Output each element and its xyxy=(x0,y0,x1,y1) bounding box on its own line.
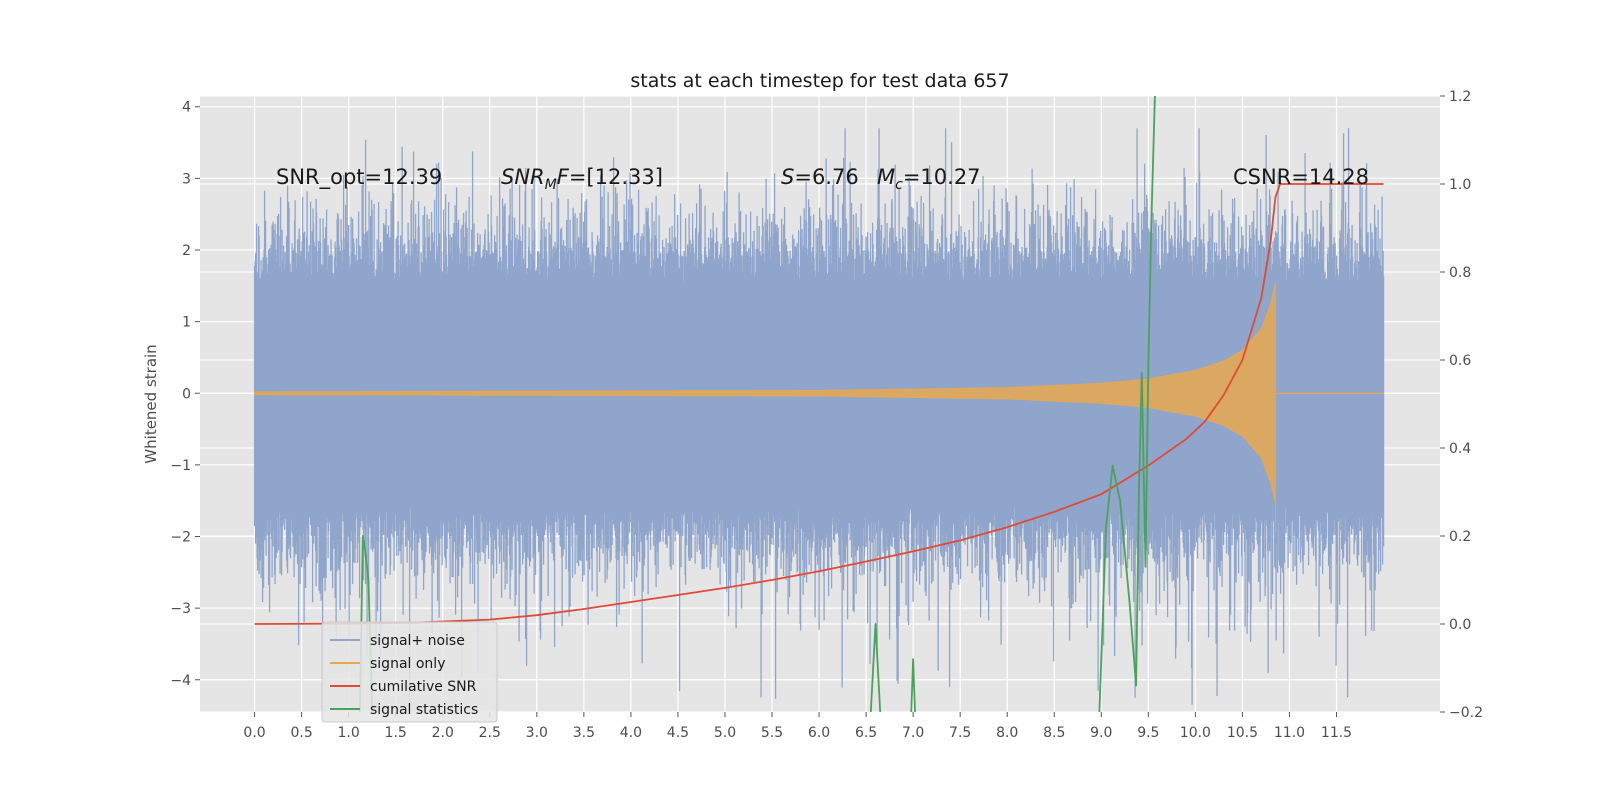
legend-box xyxy=(321,621,498,723)
y2-tick-label: 1.2 xyxy=(1449,89,1471,105)
axes: 0.0 0.5 1.0 1.5 2.0 2.5 3.0 3.5 4.0 4.5 5.0 5.5 6.0 6… xyxy=(170,89,1483,741)
annotation-snr-mf-main: SNR xyxy=(501,165,545,189)
y2-tick-label: −0.2 xyxy=(1449,705,1483,721)
annotation-snr-opt: SNR_opt=12.39 xyxy=(276,165,442,190)
x-tick-label: 11.5 xyxy=(1321,725,1352,741)
annotations: SNR_opt=12.39 SNRMF=[12.33] S=6.76 Mc=10… xyxy=(276,165,1369,193)
annotation-s-symbol: S xyxy=(781,165,794,189)
y-tick-label: 3 xyxy=(182,171,191,187)
annotation-s-value: =6.76 xyxy=(794,165,858,189)
legend-entry-label: signal only xyxy=(370,656,445,672)
annotation-snr-mf-sub: M xyxy=(545,177,557,193)
x-tick-label: 4.5 xyxy=(667,725,689,741)
series-signal-statistics xyxy=(359,96,1156,712)
annotation-snr-mf-f: F xyxy=(557,165,570,189)
annotation-mc-sub: c xyxy=(895,177,903,193)
y2-tick-label: 0.0 xyxy=(1449,617,1471,633)
legend-entry-label: cumilative SNR xyxy=(370,679,477,695)
plot-content xyxy=(253,96,1385,712)
series-signal-only xyxy=(254,282,1276,533)
legend-entry-label: signal+ noise xyxy=(370,633,465,649)
y2-tick-label: 0.6 xyxy=(1449,353,1471,369)
x-tick-label: 8.5 xyxy=(1043,725,1065,741)
y2-tick-label: 0.4 xyxy=(1449,441,1471,457)
y-tick-label: −2 xyxy=(170,530,191,546)
x-tick-label: 3.5 xyxy=(573,725,595,741)
annotation-snr-mf: SNRMF=[12.33] xyxy=(501,165,663,193)
y2-tick-label: 1.0 xyxy=(1449,177,1471,193)
y-tick-label: 0 xyxy=(182,386,191,402)
x-tick-label: 8.0 xyxy=(996,725,1018,741)
x-tick-label: 10.5 xyxy=(1227,725,1258,741)
series-layer xyxy=(253,96,1385,712)
annotation-s: S=6.76 xyxy=(781,165,859,189)
y-tick-label: 1 xyxy=(182,315,191,331)
x-tick-label: 5.0 xyxy=(714,725,736,741)
y2-tick-label: 0.8 xyxy=(1449,265,1471,281)
y-tick-label: 4 xyxy=(182,100,191,116)
x-tick-label: 2.5 xyxy=(479,725,501,741)
legend: signal+ noise signal only cumilative SNR si… xyxy=(321,621,498,723)
x-tick-label: 9.5 xyxy=(1137,725,1159,741)
x-tick-label: 11.0 xyxy=(1274,725,1305,741)
annotation-mc-value: =10.27 xyxy=(903,165,981,189)
x-tick-label: 4.0 xyxy=(620,725,642,741)
y-tick-label: −1 xyxy=(170,458,191,474)
x-tick-label: 7.0 xyxy=(902,725,924,741)
chart-title: stats at each timestep for test data 657 xyxy=(630,70,1009,92)
y-tick-label: −3 xyxy=(170,601,191,617)
x-tick-label: 9.0 xyxy=(1090,725,1112,741)
x-tick-label: 6.0 xyxy=(808,725,830,741)
series-cumulative-snr xyxy=(254,183,1384,625)
x-tick-label: 10.0 xyxy=(1180,725,1211,741)
x-tick-label: 2.0 xyxy=(432,725,454,741)
annotation-snr-mf-value: =[12.33] xyxy=(569,165,663,189)
annotation-mc: Mc=10.27 xyxy=(877,165,981,193)
x-tick-label: 0.5 xyxy=(290,725,312,741)
x-tick-label: 7.5 xyxy=(949,725,971,741)
y-tick-label: −4 xyxy=(170,673,191,689)
annotation-mc-symbol: M xyxy=(877,165,895,189)
annotation-csnr: CSNR=14.28 xyxy=(1233,165,1369,189)
y2-tick-label: 0.2 xyxy=(1449,529,1471,545)
x-tick-label: 1.5 xyxy=(385,725,407,741)
x-tick-label: 3.0 xyxy=(526,725,548,741)
y-tick-label: 2 xyxy=(182,243,191,259)
x-tick-label: 6.5 xyxy=(855,725,877,741)
y-axis-label: Whitened strain xyxy=(142,344,160,463)
x-tick-label: 0.0 xyxy=(243,725,265,741)
x-tick-label: 5.5 xyxy=(761,725,783,741)
legend-entry-label: signal statistics xyxy=(370,702,478,718)
x-tick-label: 1.0 xyxy=(338,725,360,741)
